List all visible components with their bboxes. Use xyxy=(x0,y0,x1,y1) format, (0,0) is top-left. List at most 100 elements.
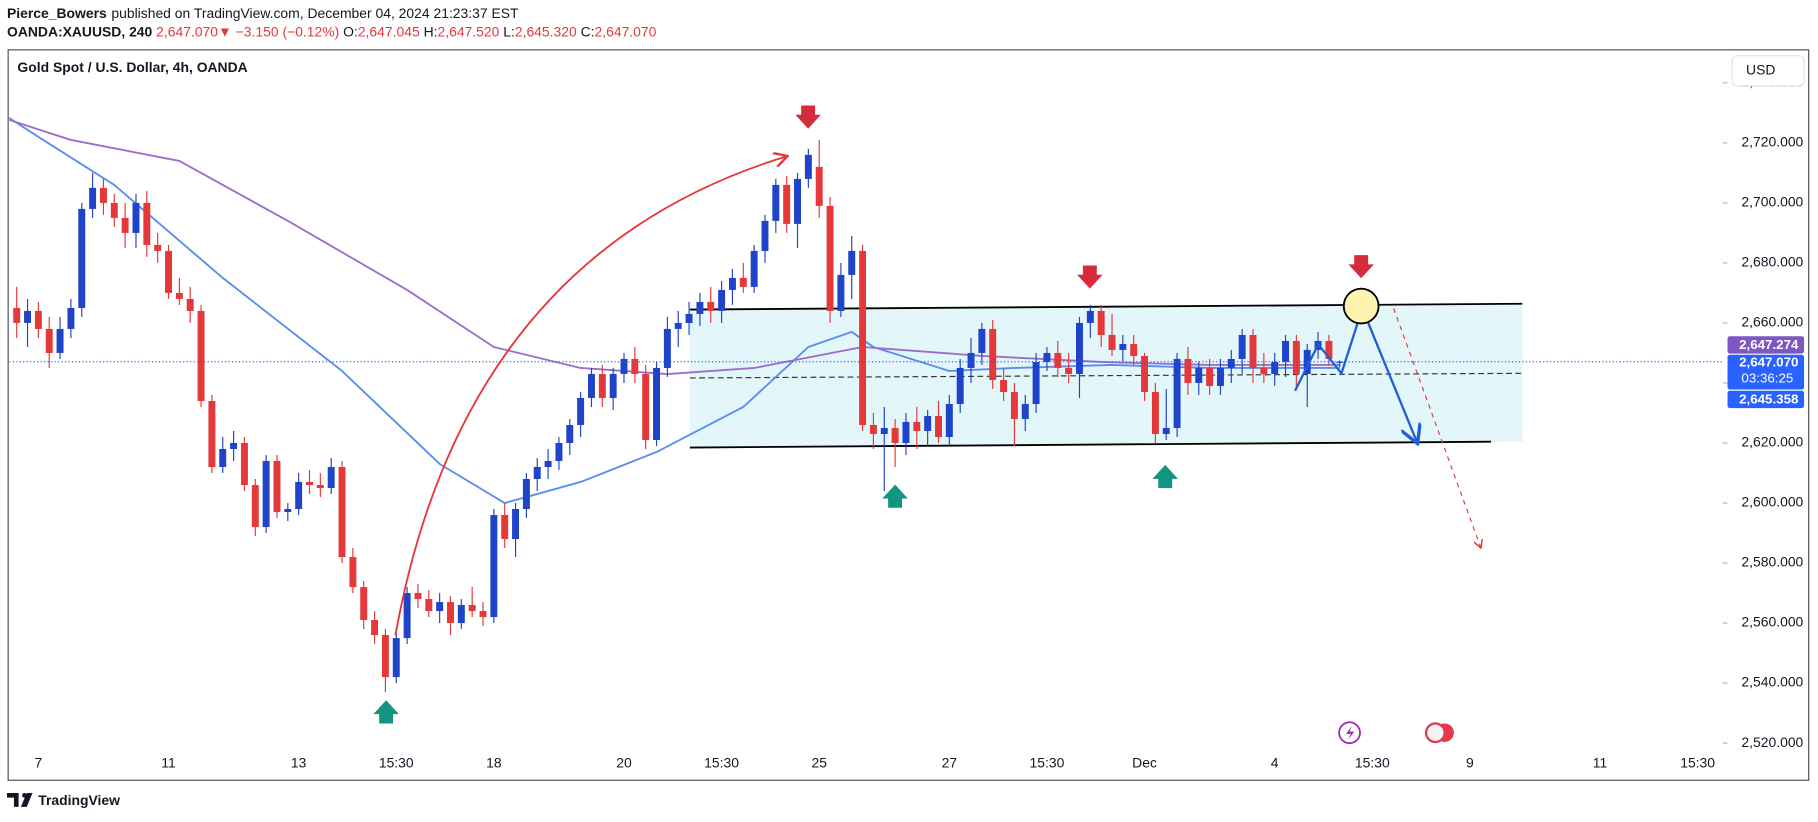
curved-arrow xyxy=(394,157,786,636)
event-flag[interactable] xyxy=(1424,722,1446,744)
candle-body xyxy=(663,328,671,368)
y-tick-label: 2,700.000 xyxy=(1741,194,1803,210)
candle-body xyxy=(1021,403,1029,419)
candle-body xyxy=(728,277,736,290)
candle-body xyxy=(143,202,151,245)
candle-body xyxy=(392,638,400,678)
candle-body xyxy=(1010,391,1018,419)
channel-fill xyxy=(689,303,1523,448)
x-tick-label: 18 xyxy=(486,755,502,771)
down-arrow xyxy=(1348,255,1374,279)
candle-body xyxy=(1325,340,1333,359)
candle-body xyxy=(935,415,942,437)
plot-area xyxy=(9,116,1723,693)
candle-body xyxy=(99,187,107,203)
logo-dot xyxy=(22,793,27,798)
y-tick-label: 2,600.000 xyxy=(1741,494,1803,510)
candle-body xyxy=(34,310,42,329)
y-tick-label: 2,620.000 xyxy=(1741,434,1803,450)
candle-body xyxy=(9,130,10,308)
candle-body xyxy=(316,485,324,489)
candle-body xyxy=(457,605,465,624)
candle-body xyxy=(132,202,140,233)
candle-body xyxy=(490,515,498,618)
candle-body xyxy=(306,482,313,486)
candle-body xyxy=(859,250,867,425)
candle-body xyxy=(544,460,552,467)
candle-body xyxy=(587,373,595,398)
candle-body xyxy=(121,217,129,233)
candle-body xyxy=(338,466,346,558)
change: ▼ −3.150 (−0.12%) xyxy=(218,23,339,39)
candle-body xyxy=(1065,367,1073,374)
x-tick-label: 11 xyxy=(161,755,176,771)
candle-body xyxy=(620,358,628,374)
candle-body xyxy=(501,515,509,540)
candle-body xyxy=(284,509,292,513)
symbol-line: OANDA:XAUUSD, 240 2,647.070▼ −3.150 (−0.… xyxy=(7,23,657,39)
candle-body xyxy=(913,421,921,431)
candle-body xyxy=(1141,355,1149,392)
ohlc-key: C: xyxy=(581,23,595,39)
projection-path xyxy=(1294,305,1417,441)
ohlc-value: 2,647.520 xyxy=(437,23,499,39)
ohlc-key: H: xyxy=(424,23,438,39)
candle-body xyxy=(522,479,530,510)
candle-body xyxy=(262,460,270,528)
candle-body xyxy=(837,274,845,311)
candle-body xyxy=(1238,334,1246,359)
candle-body xyxy=(45,328,53,353)
candle-body xyxy=(414,593,422,600)
x-tick-label: 11 xyxy=(1593,755,1608,771)
candle-body xyxy=(978,328,986,353)
candle-body xyxy=(739,277,747,287)
candle-body xyxy=(208,400,216,467)
candle-body xyxy=(707,301,715,311)
candle-body xyxy=(1260,367,1268,374)
candle-body xyxy=(403,593,411,639)
candle-body xyxy=(13,307,21,323)
candle-body xyxy=(761,220,769,251)
x-tick-label: 7 xyxy=(35,755,43,771)
candle-body xyxy=(815,166,823,206)
candle-body xyxy=(154,244,162,251)
candle-body xyxy=(750,250,758,287)
price-tag xyxy=(1727,336,1805,354)
logo-icon xyxy=(7,793,33,807)
publish-line: Pierce_Bowers published on TradingView.co… xyxy=(7,5,519,21)
candle-body xyxy=(1054,352,1062,368)
x-tick-label: 27 xyxy=(942,755,958,771)
countdown: 03:36:25 xyxy=(1741,371,1793,386)
candle-body xyxy=(533,466,541,480)
highlight-circle xyxy=(1342,287,1380,325)
candle-body xyxy=(1249,334,1257,368)
x-tick-label: 4 xyxy=(1271,755,1279,771)
x-tick-label: 9 xyxy=(1466,755,1474,771)
author: Pierce_Bowers xyxy=(7,5,107,21)
candle-body xyxy=(642,373,650,440)
candle-body xyxy=(1173,358,1181,428)
candle-body xyxy=(794,178,801,224)
candle-body xyxy=(89,187,97,209)
y-tick-label: 2,660.000 xyxy=(1741,314,1803,330)
y-tick-label: 2,720.000 xyxy=(1741,134,1803,150)
x-tick-label: Dec xyxy=(1132,755,1157,771)
candle-body xyxy=(772,184,780,221)
event-icon-bolt xyxy=(1346,725,1355,740)
candle-body xyxy=(924,415,932,431)
x-tick-label: 25 xyxy=(811,755,827,771)
candle-body xyxy=(349,557,357,588)
y-tick-label: 2,540.000 xyxy=(1741,674,1803,690)
candle-body xyxy=(56,328,64,353)
candle-body xyxy=(381,635,389,678)
candle-body xyxy=(555,442,563,461)
currency-box[interactable] xyxy=(1731,55,1805,87)
down-arrow xyxy=(1077,265,1103,289)
candle-body xyxy=(219,448,227,467)
down-arrow xyxy=(795,105,821,129)
y-tick-label: 2,520.000 xyxy=(1741,734,1803,750)
channel-bottom xyxy=(689,440,1492,449)
candle-body xyxy=(653,367,661,440)
candle-body xyxy=(67,307,75,329)
